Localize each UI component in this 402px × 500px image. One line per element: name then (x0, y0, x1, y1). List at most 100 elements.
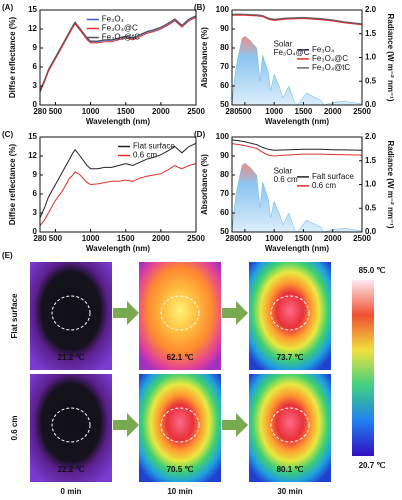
x-axis-label: Wavelength (nm) (265, 244, 329, 253)
legend-label: Fe₃O₄@tC (312, 63, 350, 72)
legend-label: Fe₃O₄ (312, 45, 334, 54)
thermal-panel: (E) Flat surface 21.2 ℃ 62.1 ℃ 73.7 ℃ 0.6 cm 2… (2, 251, 385, 496)
y2-tick-label: 1.0 (365, 53, 377, 62)
temperature-label: 80.1 ℃ (277, 465, 304, 474)
y-axis-label: Absorbance (%) (200, 27, 209, 88)
x-tick-label: 2000 (152, 234, 170, 243)
y-tick-label: 60 (220, 208, 229, 217)
legend-label: Fe₃O₄@tC (102, 33, 140, 42)
annotation: Fe₃O₄@C (274, 48, 310, 57)
legend-label: Fe₃O₄ (102, 15, 124, 24)
time-label: 10 min (167, 487, 192, 496)
annotation: 0.6 cm (274, 175, 298, 184)
x-axis-label: Wavelength (nm) (265, 117, 329, 126)
y-tick-label: 0 (33, 100, 38, 109)
y2-tick-label: 2.0 (365, 132, 377, 141)
x-axis-label: Wavelength (nm) (86, 117, 150, 126)
line (231, 143, 363, 157)
y-tick-label: 90 (220, 151, 229, 160)
colorbar (352, 280, 374, 456)
x-tick-label: 1500 (117, 234, 135, 243)
legend-label: 0.6 cm (312, 181, 336, 190)
line (39, 163, 197, 227)
x-tick-label: 2500 (187, 107, 205, 116)
y2-axis-label: Radiance (W m⁻² nm⁻¹) (386, 140, 395, 228)
y-tick-label: 50 (220, 100, 229, 109)
x-tick-label: 1000 (82, 234, 100, 243)
solar-area (231, 162, 363, 233)
x-tick-label: 2000 (324, 234, 342, 243)
legend-label: 0.6 cm (133, 151, 157, 160)
y-tick-label: 80 (220, 43, 229, 52)
x-axis-label: Wavelength (nm) (86, 244, 150, 253)
annotation: Solar (274, 39, 293, 48)
colorbar-max: 85.0 ℃ (359, 266, 386, 275)
legend-label: Fe₃O₄@C (102, 24, 138, 33)
legend-label: Fe₃O₄@C (312, 54, 348, 63)
y-tick-label: 90 (220, 24, 229, 33)
line (39, 15, 197, 91)
x-tick-label: 1500 (295, 234, 313, 243)
y-axis-label: Diffse reflectance (%) (8, 143, 17, 225)
y-tick-label: 15 (28, 5, 37, 14)
x-tick-label: 2000 (152, 107, 170, 116)
y-tick-label: 50 (220, 227, 229, 236)
x-tick-label: 2500 (353, 234, 371, 243)
x-tick-label: 2500 (187, 234, 205, 243)
row-label: Flat surface (10, 293, 19, 338)
legend-label: Falt surface (312, 172, 354, 181)
y-tick-label: 6 (33, 62, 38, 71)
y2-axis-label: Radiance (W m⁻² nm⁻¹) (386, 13, 395, 101)
temperature-label: 22.2 ℃ (58, 465, 85, 474)
line (39, 17, 197, 93)
solar-area (231, 35, 363, 106)
y-tick-label: 80 (220, 170, 229, 179)
y2-tick-label: 0.5 (365, 76, 377, 85)
line (231, 13, 363, 25)
y-tick-label: 70 (220, 189, 229, 198)
annotation: Solar (274, 166, 293, 175)
x-tick-label: 500 (238, 234, 252, 243)
y-tick-label: 100 (216, 5, 230, 14)
plot-frame (39, 9, 197, 106)
thermal-image (249, 374, 331, 482)
thermal-image (249, 262, 331, 370)
thermal-image (30, 262, 112, 370)
y-tick-label: 12 (28, 24, 37, 33)
sample-outlines (51, 295, 310, 443)
y-tick-label: 12 (28, 151, 37, 160)
y-tick-label: 0 (33, 227, 38, 236)
x-tick-label: 1000 (82, 107, 100, 116)
thermal-image (139, 374, 221, 482)
x-tick-label: 1500 (295, 107, 313, 116)
y-axis-label: Diffse reflectance (%) (8, 16, 17, 98)
y2-tick-label: 1.0 (365, 180, 377, 189)
y2-tick-label: 0.0 (365, 100, 377, 109)
y-tick-label: 3 (33, 81, 38, 90)
legend-label: Flat surface (133, 142, 175, 151)
line (39, 142, 197, 219)
x-tick-label: 280 (33, 234, 47, 243)
time-label: 30 min (277, 487, 302, 496)
y-axis-label: Absorbance (%) (200, 154, 209, 215)
x-tick-label: 280 (33, 107, 47, 116)
y-tick-label: 6 (33, 189, 38, 198)
y2-tick-label: 2.0 (365, 5, 377, 14)
temperature-label: 62.1 ℃ (167, 353, 194, 362)
x-tick-label: 500 (49, 234, 63, 243)
y-tick-label: 70 (220, 62, 229, 71)
y-tick-label: 15 (28, 132, 37, 141)
y2-tick-label: 1.5 (365, 156, 377, 165)
thermal-image (139, 262, 221, 370)
x-tick-label: 1500 (117, 107, 135, 116)
line (231, 139, 363, 151)
x-tick-label: 500 (49, 107, 63, 116)
y2-tick-label: 0.5 (365, 203, 377, 212)
colorbar-min: 20.7 ℃ (359, 461, 386, 470)
x-tick-label: 1000 (265, 234, 283, 243)
x-tick-label: 280 (225, 234, 239, 243)
y-tick-label: 60 (220, 81, 229, 90)
x-tick-label: 500 (238, 107, 252, 116)
panel-label: (A) (2, 3, 13, 12)
